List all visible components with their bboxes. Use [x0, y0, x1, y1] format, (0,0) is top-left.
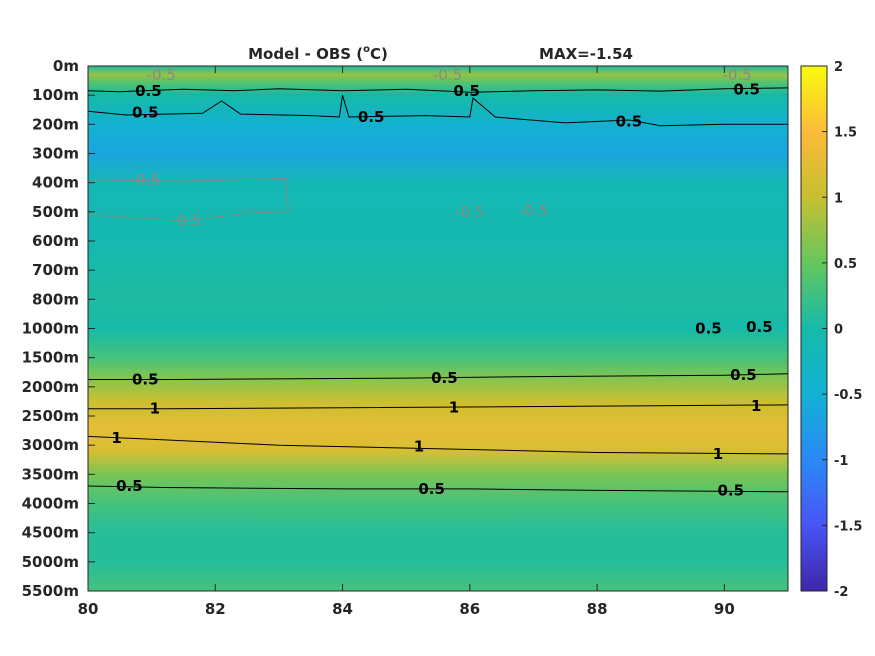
x-tick-label: 84: [332, 600, 353, 618]
y-tick-label: 600m: [32, 232, 79, 250]
colorbar-tick-label: 2: [834, 60, 843, 75]
contour-label-negative: -0.5: [131, 171, 160, 189]
contour-label: 1: [414, 438, 424, 456]
contour-label: 0.5: [418, 480, 445, 498]
contour-line: [88, 435, 788, 455]
y-tick-label: 2000m: [22, 378, 79, 396]
contour-label: 0.5: [431, 369, 458, 387]
y-tick-label: 5500m: [22, 582, 79, 600]
contour-label-negative: -0.5: [519, 201, 548, 219]
contour-label-negative: -0.5: [147, 66, 176, 84]
contour-line: [88, 95, 788, 127]
contour-label: 1: [449, 398, 459, 416]
contour-label: 0.5: [132, 104, 159, 122]
colorbar-ticks: 2 1.5 1 0.5 0 -0.5 -1 -1.5 -2: [822, 60, 862, 600]
contour-line: [88, 87, 788, 93]
y-tick-label: 3500m: [22, 465, 79, 483]
x-axis: 80 82 84 86 88 90: [78, 66, 735, 618]
colorbar-tick-label: -2: [834, 585, 848, 600]
y-tick-label: 500m: [32, 203, 79, 221]
y-tick-label: 4000m: [22, 495, 79, 513]
contour-label-negative: -0.5: [722, 66, 751, 84]
contour-label-negative: -0.5: [455, 203, 484, 221]
y-tick-label: 5000m: [22, 553, 79, 571]
chart-title: Model - OBS (oC): [248, 44, 388, 63]
contour-label-negative: -0.5: [433, 66, 462, 84]
contour-label: 0.5: [135, 82, 162, 100]
contour-label: 1: [150, 400, 160, 418]
y-axis: 0m 100m 200m 300m 400m 500m 600m 700m 800m 1000m 1…: [22, 57, 95, 600]
colorbar-tick-label: 1.5: [834, 126, 857, 141]
contour-layer: 0.5 0.5 0.50.5 0.5 0.5-0.5 -0.5 -0.5-0.5-0.5 -0…: [88, 66, 788, 499]
x-tick-label: 82: [205, 600, 226, 618]
contour-label-negative: -0.5: [172, 212, 201, 230]
y-tick-label: 3000m: [22, 436, 79, 454]
contour-label: 0.5: [730, 366, 757, 384]
colorbar-tick-label: -1: [834, 454, 848, 469]
y-tick-label: 800m: [32, 290, 79, 308]
y-tick-label: 0m: [53, 57, 79, 75]
y-tick-label: 1500m: [22, 349, 79, 367]
contour-label: 0.5: [132, 371, 159, 389]
contour-label: 0.5: [733, 80, 760, 98]
contour-line: [88, 485, 788, 493]
colorbar-tick-label: 1: [834, 191, 843, 206]
y-tick-label: 700m: [32, 261, 79, 279]
contour-label: 0.5: [453, 82, 480, 100]
colorbar-tick-label: 0.5: [834, 257, 857, 272]
colorbar-tick-label: 0: [834, 323, 843, 338]
y-tick-label: 2500m: [22, 407, 79, 425]
colorbar-tick-label: -0.5: [834, 388, 862, 403]
colorbar: 2 1.5 1 0.5 0 -0.5 -1 -1.5 -2: [800, 60, 862, 600]
contour-label: 0.5: [116, 477, 143, 495]
heatmap-field: [88, 66, 788, 591]
x-tick-label: 88: [587, 600, 608, 618]
y-tick-label: 400m: [32, 174, 79, 192]
y-tick-label: 1000m: [22, 320, 79, 338]
contour-label: 1: [751, 397, 761, 415]
x-tick-label: 86: [459, 600, 480, 618]
y-tick-label: 4500m: [22, 524, 79, 542]
contour-label: 0.5: [717, 481, 744, 499]
contour-line: [88, 404, 788, 410]
contour-line-negative: [88, 177, 289, 222]
y-tick-label: 100m: [32, 86, 79, 104]
max-label: MAX=-1.54: [539, 45, 633, 63]
y-tick-label: 300m: [32, 145, 79, 163]
contour-label: 0.5: [616, 112, 643, 130]
colorbar-tick-label: -1.5: [834, 519, 862, 534]
contour-label: 0.5: [746, 318, 773, 336]
plot-area: 0.5 0.5 0.50.5 0.5 0.5-0.5 -0.5 -0.5-0.5-0.5 -0…: [87, 65, 789, 592]
contour-label: 1: [111, 429, 121, 447]
contour-line: [88, 373, 788, 380]
contour-label: 1: [713, 445, 723, 463]
x-tick-label: 90: [714, 600, 735, 618]
contour-label: 0.5: [695, 320, 722, 338]
contour-label: 0.5: [358, 108, 385, 126]
y-tick-label: 200m: [32, 115, 79, 133]
x-tick-label: 80: [78, 600, 99, 618]
